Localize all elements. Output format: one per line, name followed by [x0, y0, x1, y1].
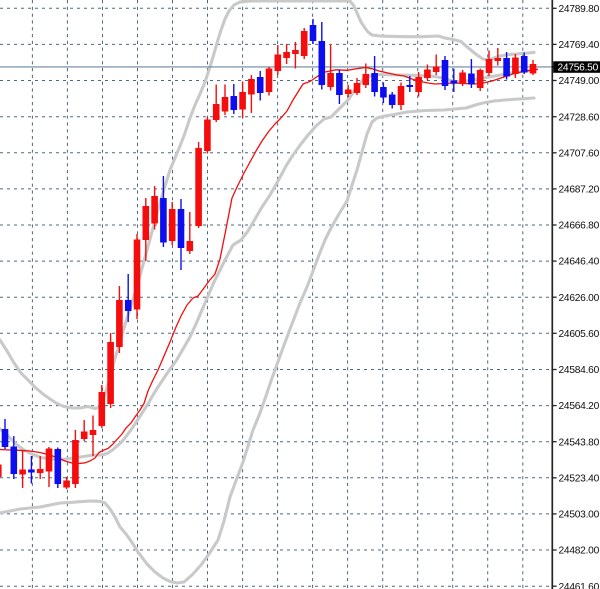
- svg-text:24728.60: 24728.60: [559, 112, 600, 123]
- svg-text:24756.50: 24756.50: [558, 63, 599, 74]
- svg-text:24605.60: 24605.60: [559, 329, 600, 340]
- svg-text:24626.00: 24626.00: [559, 293, 600, 304]
- svg-text:24789.80: 24789.80: [559, 4, 600, 15]
- svg-text:24584.60: 24584.60: [559, 365, 600, 376]
- svg-text:24503.00: 24503.00: [559, 510, 600, 521]
- svg-text:24707.60: 24707.60: [559, 148, 600, 159]
- svg-text:24769.40: 24769.40: [559, 40, 600, 51]
- svg-text:24523.40: 24523.40: [559, 473, 600, 484]
- svg-text:24687.20: 24687.20: [559, 185, 600, 196]
- svg-text:24666.80: 24666.80: [559, 221, 600, 232]
- svg-text:24646.40: 24646.40: [559, 257, 600, 268]
- svg-text:24482.00: 24482.00: [559, 546, 600, 557]
- svg-text:24543.80: 24543.80: [559, 437, 600, 448]
- svg-text:24749.00: 24749.00: [559, 76, 600, 87]
- svg-text:24564.20: 24564.20: [559, 401, 600, 412]
- svg-text:24461.60: 24461.60: [559, 582, 600, 589]
